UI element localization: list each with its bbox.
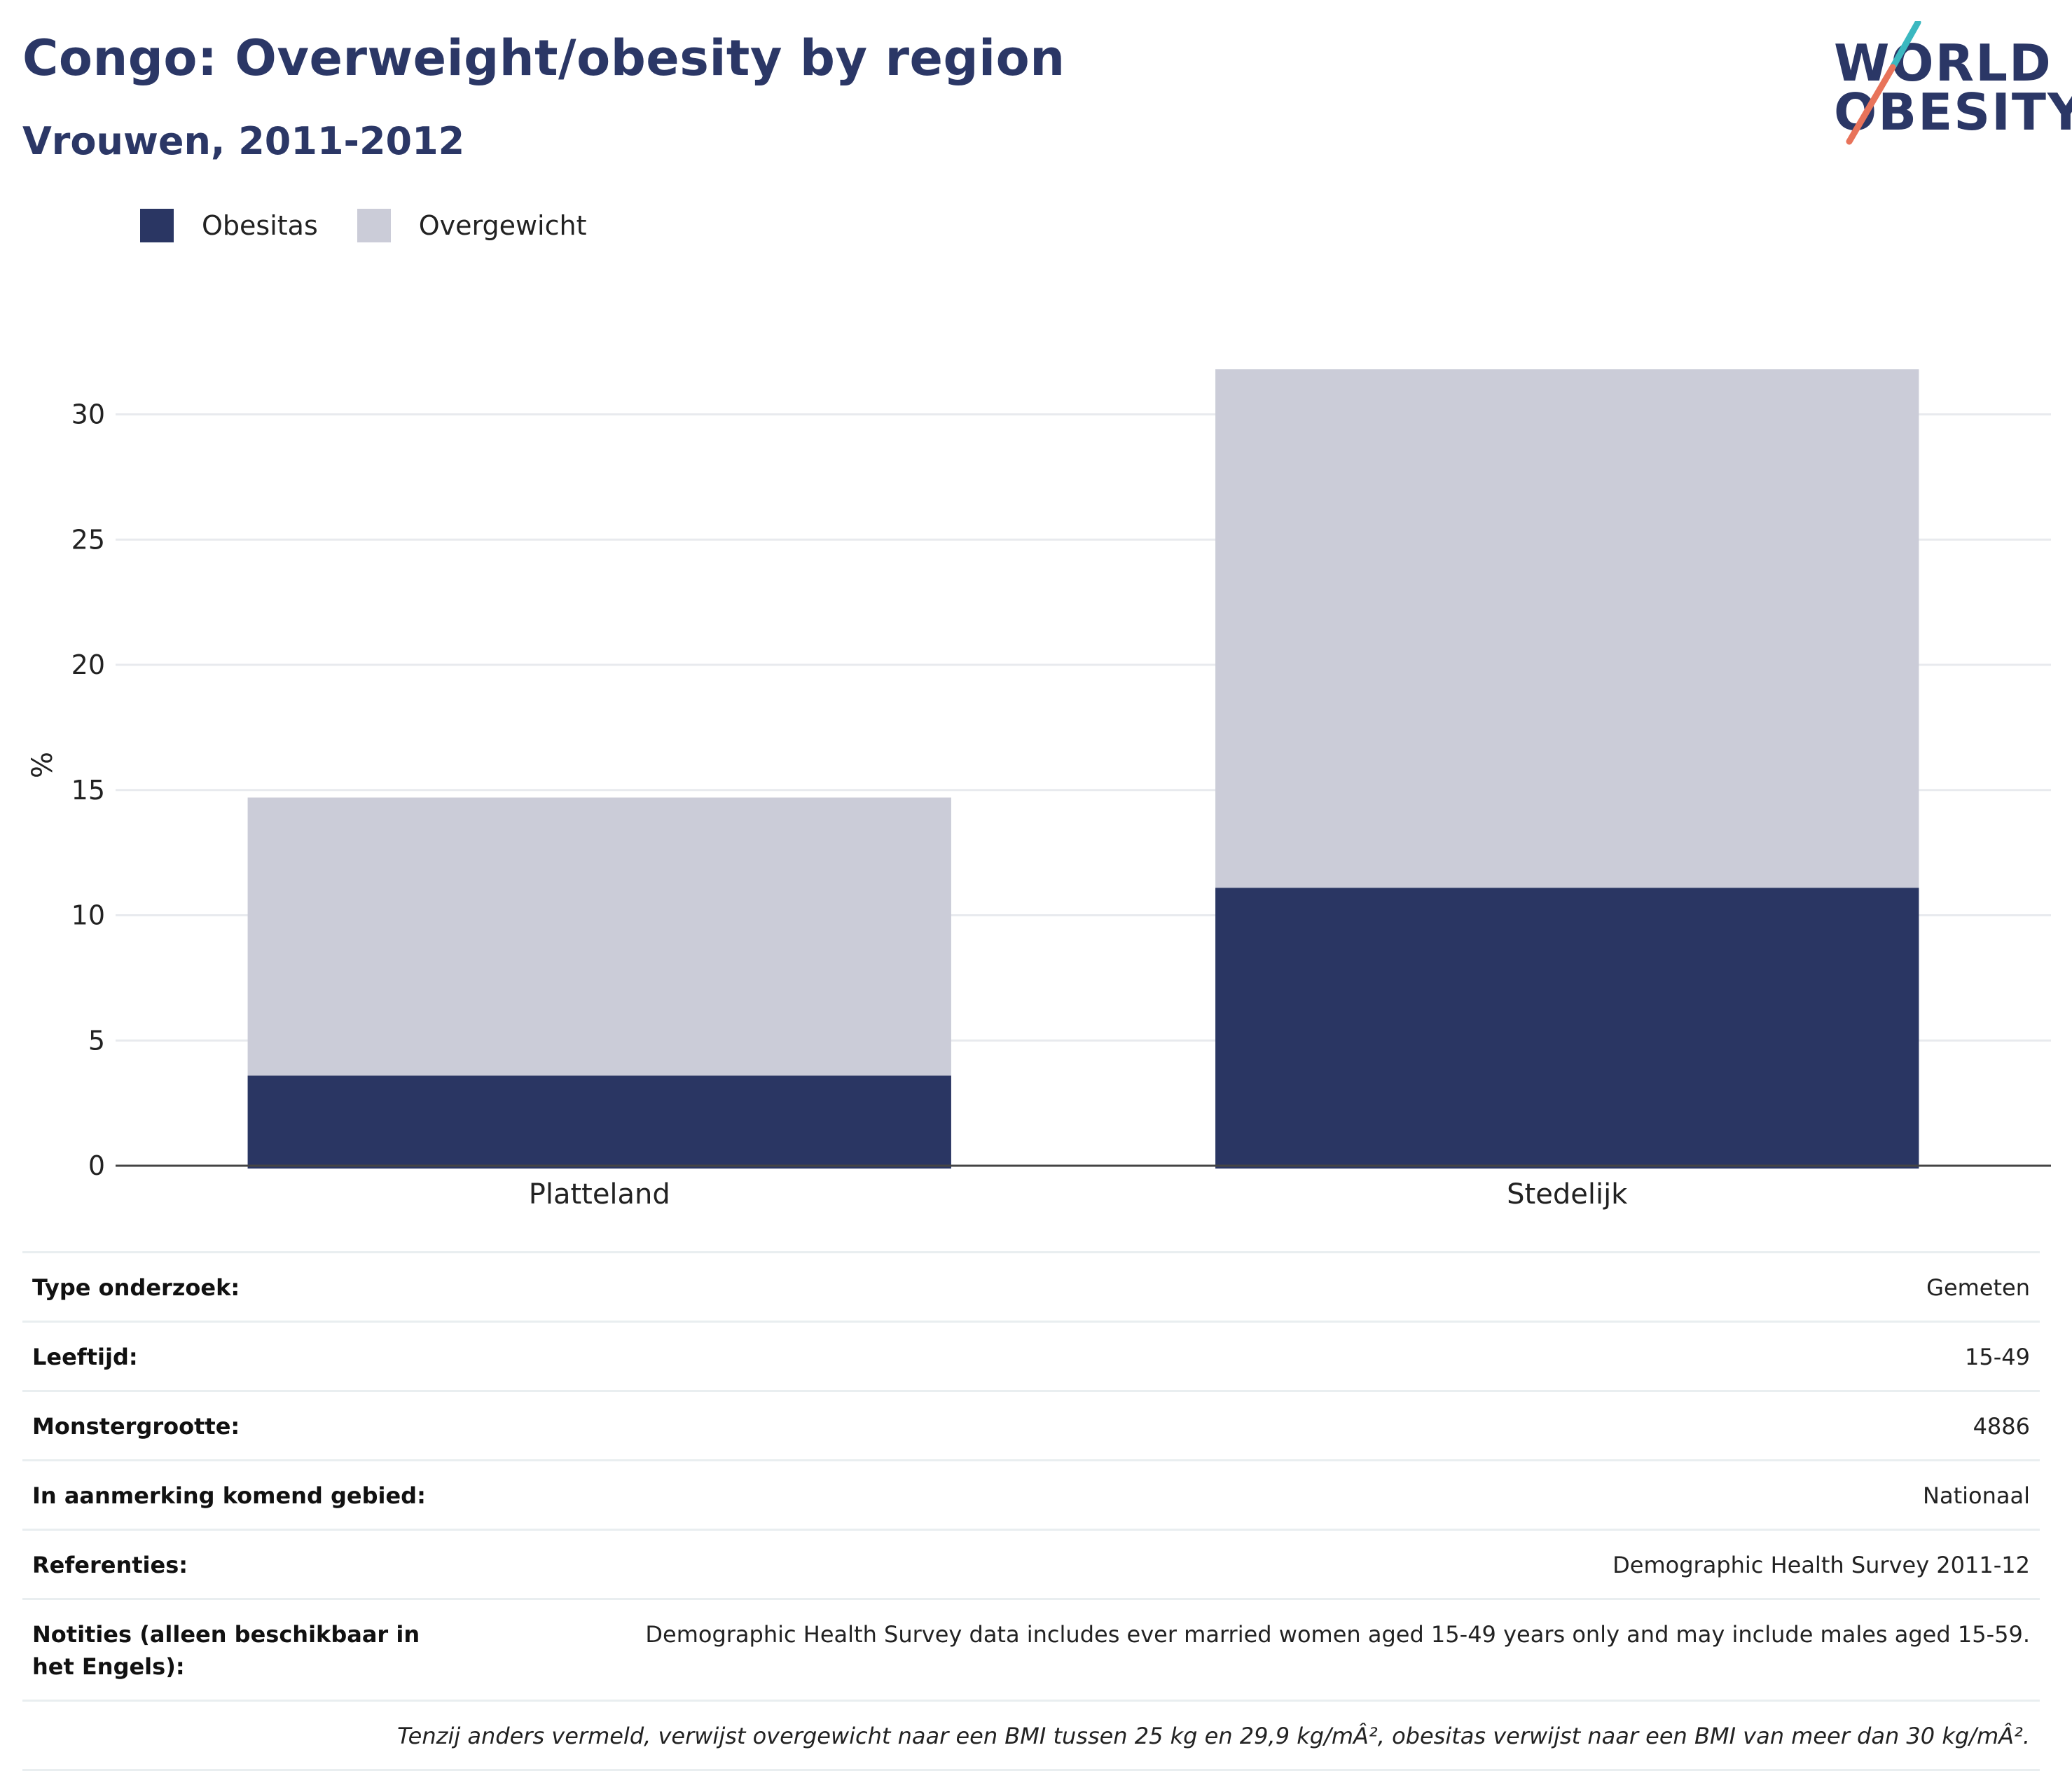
y-axis-label: %: [27, 752, 59, 778]
info-row-notes: Notities (alleen beschikbaar in het Enge…: [22, 1598, 2040, 1700]
info-row-references: Referenties: Demographic Health Survey 2…: [22, 1529, 2040, 1598]
chart-legend: Obesitas Overgewicht: [140, 209, 626, 242]
info-key: Type onderzoek:: [32, 1274, 240, 1301]
bar-overgewicht-stedelijk: [1215, 369, 1919, 888]
info-key: In aanmerking komend gebied:: [32, 1482, 426, 1509]
info-key: Notities (alleen beschikbaar in het Enge…: [32, 1621, 420, 1680]
stacked-bar-chart: 0 5 10 15 20 25 30% Platteland Stedelijk: [27, 369, 2051, 1211]
logo-text-world: WORLD: [1834, 34, 2052, 92]
y-tick-label: 30: [71, 399, 105, 430]
x-tick-label: Platteland: [529, 1178, 670, 1211]
legend-item-overgewicht[interactable]: Overgewicht: [357, 209, 587, 242]
info-value: Nationaal: [1923, 1482, 2030, 1509]
info-footnote: Tenzij anders vermeld, verwijst overgewi…: [397, 1723, 2030, 1749]
info-value: Demographic Health Survey 2011-12: [1612, 1552, 2030, 1578]
info-key: Referenties:: [32, 1552, 188, 1578]
legend-label-obesitas: Obesitas: [202, 210, 318, 241]
chart-title: Congo: Overweight/obesity by region: [22, 29, 1065, 87]
logo-slash-icon: [1846, 21, 1921, 145]
y-tick-label: 5: [88, 1025, 105, 1056]
bar-overgewicht-platteland: [247, 797, 951, 1076]
world-obesity-logo: WORLD OBESITY: [1828, 21, 2072, 147]
info-value: 15-49: [1965, 1344, 2030, 1370]
y-tick-label: 0: [88, 1150, 105, 1181]
y-tick-label: 15: [71, 775, 105, 806]
y-tick-label: 10: [71, 900, 105, 931]
info-value: Gemeten: [1926, 1274, 2030, 1301]
bar-obesitas-stedelijk: [1215, 888, 1919, 1169]
info-row-area: In aanmerking komend gebied: Nationaal: [22, 1459, 2040, 1529]
y-tick-label: 20: [71, 649, 105, 680]
info-row-sample-size: Monstergrootte: 4886: [22, 1390, 2040, 1459]
info-row-type: Type onderzoek: Gemeten: [22, 1251, 2040, 1321]
info-key: Monstergrootte:: [32, 1413, 240, 1440]
legend-label-overgewicht: Overgewicht: [418, 210, 587, 241]
bar-obesitas-platteland: [247, 1075, 951, 1169]
legend-item-obesitas[interactable]: Obesitas: [140, 209, 318, 242]
legend-swatch-obesitas: [140, 209, 174, 242]
info-value: Demographic Health Survey data includes …: [645, 1621, 2030, 1648]
info-footnote-row: Tenzij anders vermeld, verwijst overgewi…: [22, 1700, 2040, 1771]
info-value: 4886: [1973, 1413, 2030, 1440]
info-key: Leeftijd:: [32, 1344, 138, 1370]
legend-swatch-overgewicht: [357, 209, 391, 242]
x-tick-label: Stedelijk: [1507, 1178, 1628, 1211]
info-table: Type onderzoek: Gemeten Leeftijd: 15-49 …: [22, 1251, 2040, 1771]
chart-subtitle: Vrouwen, 2011-2012: [22, 119, 465, 163]
y-tick-label: 25: [71, 524, 105, 555]
info-row-age: Leeftijd: 15-49: [22, 1321, 2040, 1390]
